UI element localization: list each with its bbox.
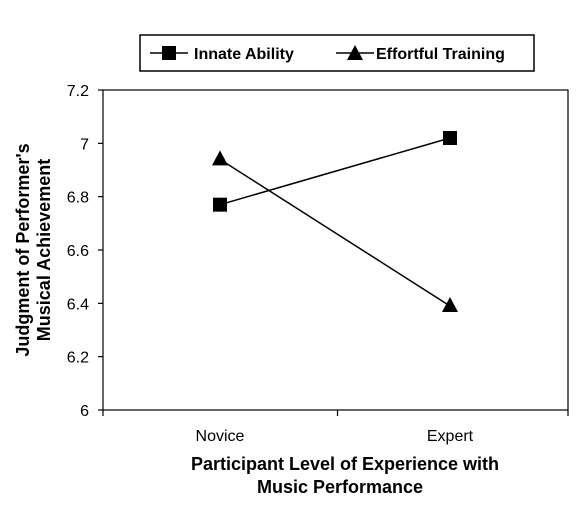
series-layer: [212, 131, 458, 312]
series-line-effortful-training: [219, 158, 451, 307]
legend-marker-triangle-icon: [347, 45, 363, 60]
y-tick-label: 7: [80, 136, 89, 153]
x-tick-label: Novice: [196, 428, 245, 445]
y-tick-label: 6.4: [67, 296, 89, 313]
x-axis-title-line-2: Music Performance: [257, 477, 423, 497]
y-tick-label: 7.2: [67, 83, 89, 100]
y-tick-label: 6.6: [67, 243, 89, 260]
y-tick-label: 6.2: [67, 350, 89, 367]
series-line-innate-ability: [219, 137, 451, 206]
legend-marker-square-icon: [162, 46, 176, 60]
x-tick-label: Expert: [427, 428, 474, 445]
legend-label-innate-ability: Innate Ability: [194, 46, 294, 63]
data-point-triangle: [442, 297, 458, 312]
x-axis-title-line-1: Participant Level of Experience with: [191, 454, 499, 474]
y-tick-label: 6.8: [67, 190, 89, 207]
data-point-square: [213, 197, 227, 212]
legend-label-effortful-training: Effortful Training: [376, 46, 505, 63]
data-point-square: [443, 131, 457, 145]
x-axis: Novice Expert: [102, 410, 569, 445]
y-tick-label: 6: [80, 403, 89, 420]
y-axis-title-line-1: Judgment of Performer's: [13, 143, 33, 356]
y-axis-title-line-2: Musical Achievement: [34, 159, 54, 341]
plot-frame: [102, 89, 569, 411]
y-axis: 6 6.2 6.4 6.6 6.8 7 7.2: [67, 83, 103, 420]
data-point-triangle: [212, 150, 228, 166]
legend: Innate Ability Effortful Training: [139, 34, 535, 72]
